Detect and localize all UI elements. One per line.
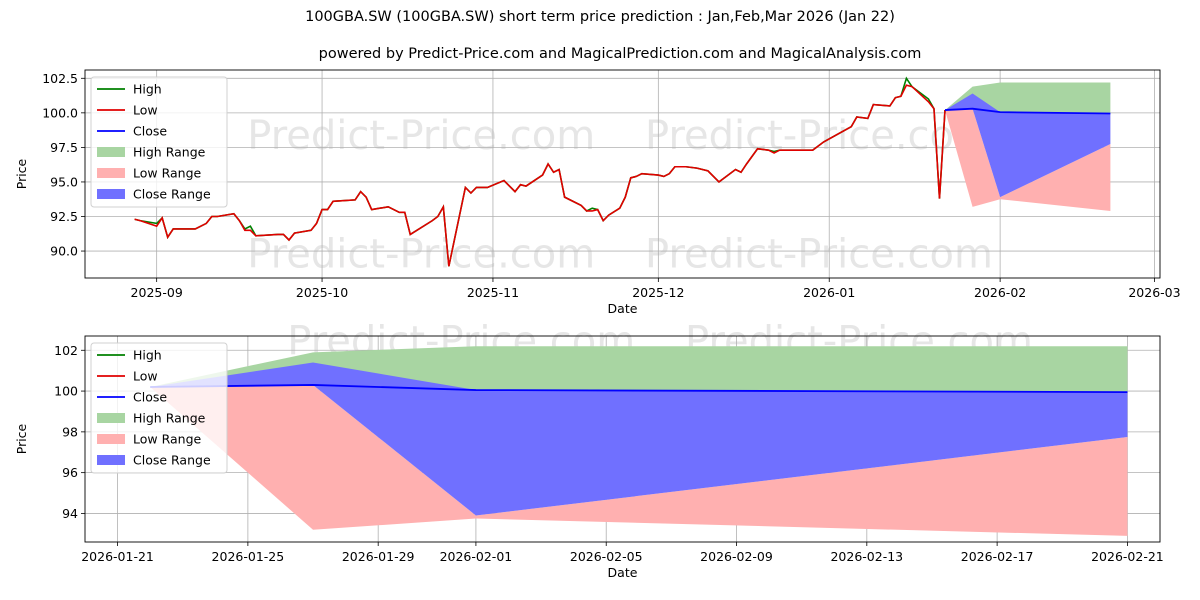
x-tick-label: 2026-02-17 <box>961 549 1034 564</box>
y-tick-label: 102 <box>54 343 78 358</box>
x-tick-label: 2025-12 <box>632 285 684 300</box>
legend-swatch-patch <box>97 147 125 157</box>
x-tick-label: 2026-02-09 <box>700 549 773 564</box>
legend-label: High Range <box>133 411 206 426</box>
plot-area <box>134 76 1111 267</box>
plot-frame <box>84 335 1161 543</box>
chart-subtitle: powered by Predict-Price.com and Magical… <box>318 46 922 62</box>
legend-label: High Range <box>133 145 206 160</box>
x-tick-label: 2026-01-25 <box>212 549 285 564</box>
y-tick-label: 94 <box>62 506 78 521</box>
close-range-band <box>945 93 1111 198</box>
x-tick-label: 2025-09 <box>131 285 183 300</box>
x-tick-label: 2026-02 <box>974 285 1026 300</box>
legend-swatch-patch <box>97 413 125 423</box>
y-tick-label: 102.5 <box>42 71 78 86</box>
x-axis-label: Date <box>608 301 638 316</box>
legend-swatch-patch <box>97 189 125 199</box>
legend-label: Close <box>133 124 167 139</box>
low-range-band <box>945 108 1111 211</box>
y-tick-label: 100 <box>54 384 78 399</box>
x-axis-label: Date <box>608 565 638 580</box>
x-tick-label: 2026-02-05 <box>570 549 643 564</box>
chart-zoomed: Predict-Price.comPredict-Price.comPredic… <box>14 318 1164 580</box>
y-tick-label: 97.5 <box>50 140 78 155</box>
close-line <box>944 107 1111 115</box>
legend-label: Low Range <box>133 166 202 181</box>
x-tick-label: 2026-02-01 <box>440 549 513 564</box>
x-tick-label: 2026-01 <box>803 285 855 300</box>
legend-swatch-patch <box>97 455 125 465</box>
low-line <box>134 84 946 267</box>
watermark-text: Predict-Price.com <box>247 113 595 159</box>
x-tick-label: 2025-10 <box>296 285 348 300</box>
chart-overview: Predict-Price.com Predict-Price.com Predic… <box>14 69 1181 316</box>
y-tick-label: 92.5 <box>50 209 78 224</box>
x-tick-label: 2025-11 <box>467 285 519 300</box>
close-range-band <box>150 362 1128 516</box>
plot-area <box>150 346 1128 536</box>
legend-label: Low Range <box>133 432 202 447</box>
legend-label: Close Range <box>133 453 211 468</box>
legend-label: Low <box>133 103 158 118</box>
y-axis-label: Price <box>14 423 29 454</box>
x-tick-label: 2026-03 <box>1128 285 1180 300</box>
legend-swatch-patch <box>97 168 125 178</box>
y-tick-label: 98 <box>62 424 78 439</box>
legend-label: Close Range <box>133 187 211 202</box>
legend-label: Low <box>133 369 158 384</box>
watermark-text: Predict-Price.com <box>645 113 993 159</box>
y-axis-label: Price <box>14 158 29 189</box>
plot-frame <box>84 69 1161 279</box>
x-tick-label: 2026-02-21 <box>1091 549 1164 564</box>
low-range-band <box>150 384 1128 536</box>
watermark-text: Predict-Price.com <box>247 232 595 278</box>
y-tick-label: 90.0 <box>50 244 78 259</box>
watermark-text: Predict-Price.com <box>645 232 993 278</box>
x-tick-label: 2026-01-21 <box>81 549 154 564</box>
x-tick-label: 2026-01-29 <box>342 549 415 564</box>
close-line <box>150 384 1128 393</box>
y-tick-label: 96 <box>62 465 78 480</box>
chart-title: 100GBA.SW (100GBA.SW) short term price p… <box>305 9 895 25</box>
legend-swatch-patch <box>97 434 125 444</box>
legend-label: Close <box>133 390 167 405</box>
x-tick-label: 2026-02-13 <box>830 549 903 564</box>
legend-label: High <box>133 348 162 363</box>
legend-label: High <box>133 82 162 97</box>
y-tick-label: 95.0 <box>50 174 78 189</box>
y-tick-label: 100.0 <box>42 105 78 120</box>
